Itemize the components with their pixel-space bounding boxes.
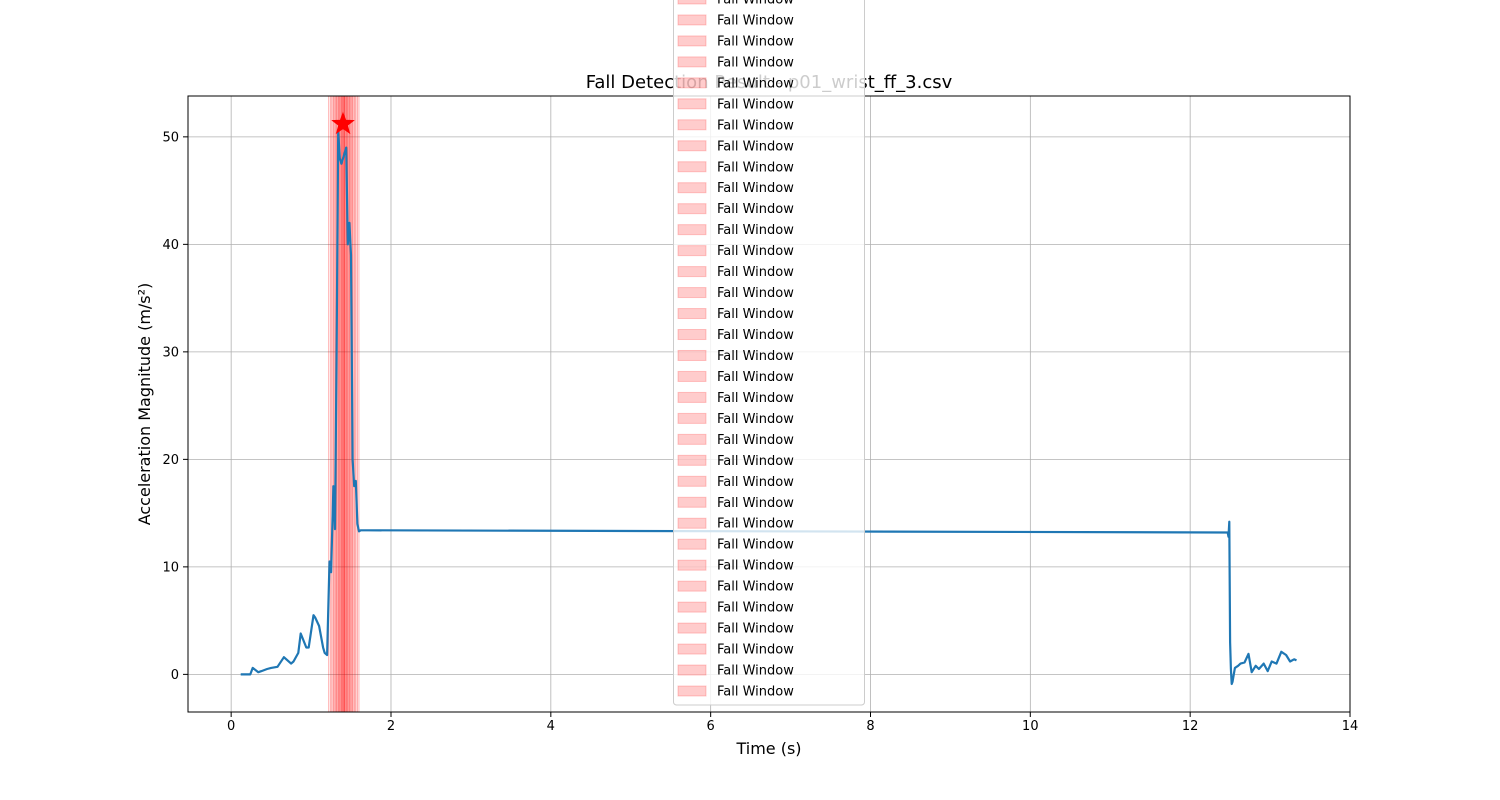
legend-entry-label: Fall Window: [717, 34, 794, 49]
legend-entry-label: Fall Window: [717, 139, 794, 154]
legend-swatch: [677, 245, 707, 257]
legend-swatch: [677, 622, 707, 634]
legend-entry-label: Fall Window: [717, 307, 794, 322]
legend-swatch: [677, 559, 707, 571]
legend-swatch: [677, 0, 707, 5]
y-tick-label: 0: [171, 668, 179, 683]
legend-swatch: [677, 98, 707, 110]
x-tick-label: 8: [866, 719, 874, 734]
legend-entry-label: Fall Window: [717, 664, 794, 679]
legend-swatch: [677, 224, 707, 236]
legend-entry-label: Fall Window: [717, 517, 794, 532]
legend-entry-label: Fall Window: [717, 13, 794, 28]
detected-peak-star: [331, 111, 355, 135]
y-tick-label: 30: [162, 345, 179, 360]
legend-swatch: [677, 14, 707, 26]
legend-entry-label: Fall Window: [717, 265, 794, 280]
x-tick-label: 4: [547, 719, 555, 734]
x-tick-label: 14: [1342, 719, 1359, 734]
legend-entry-label: Fall Window: [717, 643, 794, 658]
legend-swatch: [677, 454, 707, 466]
legend-swatch: [677, 266, 707, 278]
legend-entry-label: Fall Window: [717, 433, 794, 448]
legend-swatch: [677, 35, 707, 47]
legend-entry-label: Fall Window: [717, 580, 794, 595]
acceleration-line: [240, 130, 1297, 686]
legend-swatch: [677, 140, 707, 152]
legend-swatch: [677, 287, 707, 299]
y-tick-label: 50: [162, 130, 179, 145]
legend-entry-label: Fall Window: [717, 160, 794, 175]
legend-entry-label: Fall Window: [717, 181, 794, 196]
legend-entry-label: Fall Window: [717, 202, 794, 217]
legend-swatch: [677, 391, 707, 403]
legend-swatch: [677, 308, 707, 320]
legend-swatch: [677, 329, 707, 341]
legend-swatch: [677, 517, 707, 529]
legend-box: [673, 0, 865, 706]
legend-swatch: [677, 475, 707, 487]
legend-entry-label: Fall Window: [717, 391, 794, 406]
legend-swatch: [677, 643, 707, 655]
legend-entry-label: Fall Window: [717, 412, 794, 427]
legend: Fall Window Fall Window Fall Window Fall Wi…: [673, 0, 865, 706]
y-tick-label: 40: [162, 238, 179, 253]
legend-entry-label: Fall Window: [717, 286, 794, 301]
legend-entry-label: Fall Window: [717, 622, 794, 637]
legend-entry-label: Fall Window: [717, 496, 794, 511]
legend-swatch: [677, 56, 707, 68]
legend-entry-label: Fall Window: [717, 601, 794, 616]
ticks: 0 2 4 6 8 10 12 14 0 10 20 30 40 50: [162, 130, 1358, 734]
legend-entry-label: Fall Window: [717, 76, 794, 91]
legend-swatch: [677, 601, 707, 613]
legend-entry-label: Fall Window: [717, 97, 794, 112]
legend-entry-label: Fall Window: [717, 475, 794, 490]
data-line-layer: [240, 130, 1297, 686]
legend-entry-label: Fall Window: [717, 0, 794, 7]
fall-windows: [328, 95, 360, 713]
x-tick-label: 6: [707, 719, 715, 734]
legend-entry-label: Fall Window: [717, 328, 794, 343]
legend-swatch: [677, 538, 707, 550]
legend-swatch: [677, 182, 707, 194]
y-axis-label: Acceleration Magnitude (m/s²): [135, 283, 154, 526]
x-tick-label: 0: [227, 719, 235, 734]
legend-swatch: [677, 161, 707, 173]
y-tick-label: 10: [162, 560, 179, 575]
legend-entry-label: Fall Window: [717, 559, 794, 574]
legend-swatch: [677, 664, 707, 676]
legend-swatch: [677, 370, 707, 382]
legend-swatch: [677, 119, 707, 131]
x-tick-label: 2: [387, 719, 395, 734]
legend-swatch: [677, 203, 707, 215]
x-tick-label: 12: [1182, 719, 1199, 734]
x-axis-label: Time (s): [735, 739, 801, 758]
legend-swatch: [677, 496, 707, 508]
legend-entry-label: Fall Window: [717, 685, 794, 700]
legend-swatch: [677, 580, 707, 592]
legend-swatch: [677, 412, 707, 424]
y-tick-label: 20: [162, 453, 179, 468]
legend-entry-label: Fall Window: [717, 454, 794, 469]
legend-swatch: [677, 685, 707, 697]
legend-entry-label: Fall Window: [717, 223, 794, 238]
peak-marker-layer: [331, 111, 355, 135]
x-tick-label: 10: [1022, 719, 1039, 734]
legend-entry-label: Fall Window: [717, 55, 794, 70]
legend-entry-label: Fall Window: [717, 349, 794, 364]
legend-entry-label: Fall Window: [717, 538, 794, 553]
legend-swatch: [677, 433, 707, 445]
legend-entry-label: Fall Window: [717, 370, 794, 385]
legend-swatch: [677, 349, 707, 361]
legend-entry-label: Fall Window: [717, 118, 794, 133]
legend-entry-label: Fall Window: [717, 244, 794, 259]
legend-swatch: [677, 77, 707, 89]
